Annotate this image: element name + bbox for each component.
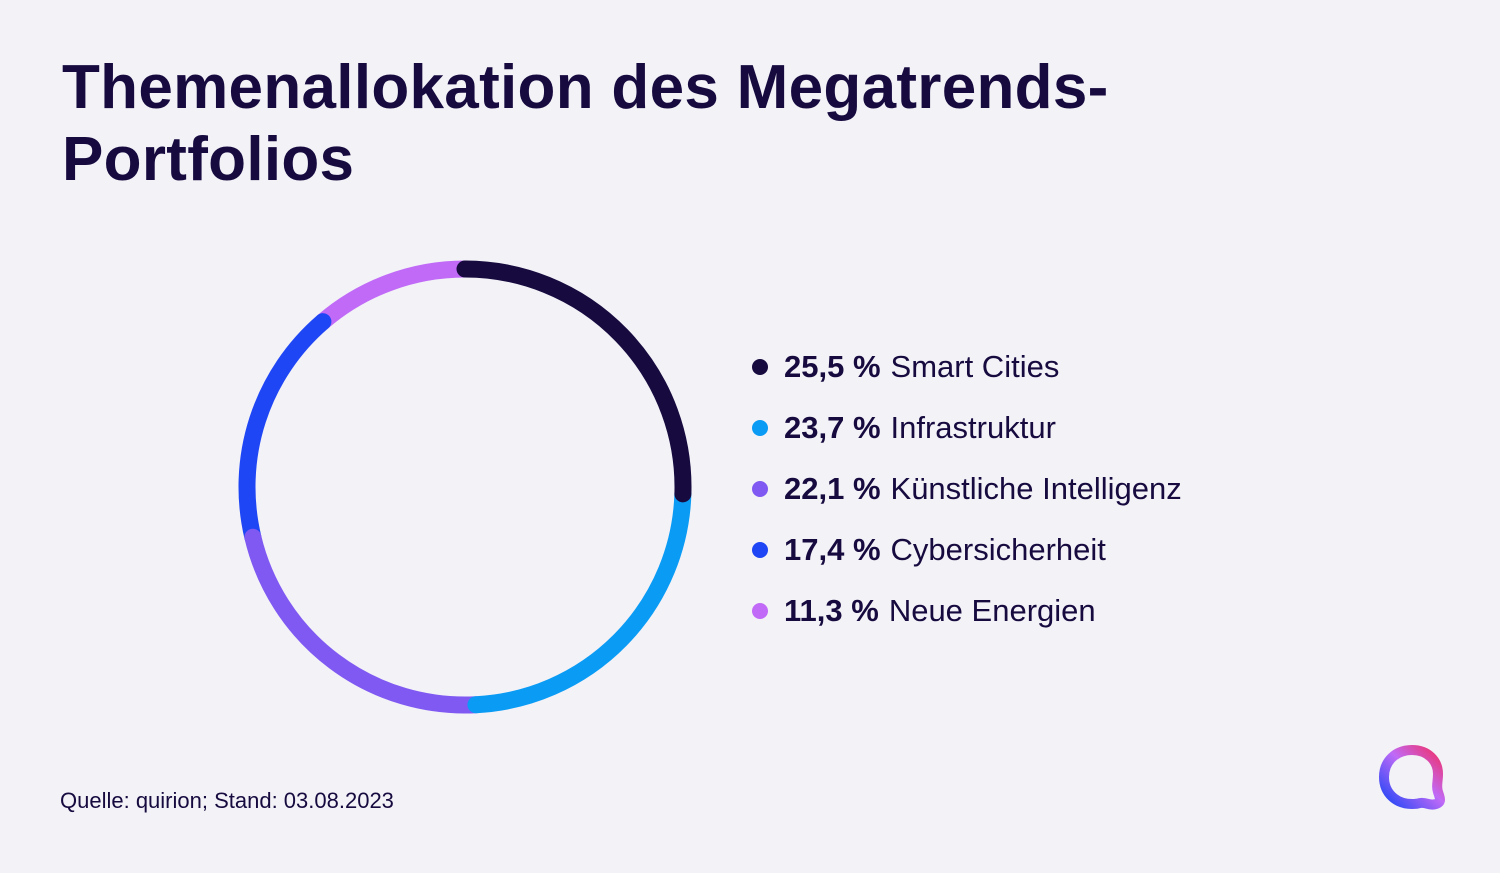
legend-label: Infrastruktur [890,409,1056,445]
legend-label: Neue Energien [888,592,1096,628]
donut-segment-infrastruktur [467,485,692,714]
legend-item-cybersicherheit: 17,4 % Cybersicherheit [752,519,1182,580]
legend-label: Cybersicherheit [890,531,1106,567]
legend-value: 17,4 % [784,531,881,567]
legend-item-smart-cities: 25,5 % Smart Cities [752,336,1182,397]
legend-dot-icon [752,480,768,497]
legend-label: Künstliche Intelligenz [890,470,1182,506]
legend-dot-icon [752,602,768,619]
chart-title-line-1: Themenallokation des Megatrends- [62,53,1109,122]
donut-segment-cybersicherheit [238,313,332,546]
donut-segment-neue-energien [314,260,474,331]
legend-value: 22,1 % [784,470,881,506]
legend-value: 11,3 % [784,592,879,628]
legend-item-k-nstliche-intelligenz: 22,1 % Künstliche Intelligenz [752,458,1182,519]
chart-title: Themenallokation des Megatrends- Portfol… [62,52,1262,196]
donut-segment-smart-cities [456,260,692,503]
quirion-logo-icon [1379,745,1445,810]
source-note: Quelle: quirion; Stand: 03.08.2023 [60,788,394,813]
legend-label: Smart Cities [890,348,1060,384]
legend-dot-icon [752,541,768,558]
chart-legend: 25,5 % Smart Cities 23,7 % Infrastruktur 22,… [752,336,1182,641]
legend-dot-icon [752,358,768,375]
legend-item-infrastruktur: 23,7 % Infrastruktur [752,397,1182,458]
chart-title-line-2: Portfolios [62,125,355,194]
donut-chart [238,260,692,714]
legend-value: 25,5 % [784,348,881,384]
legend-item-neue-energien: 11,3 % Neue Energien [752,580,1182,641]
legend-value: 23,7 % [784,409,881,445]
legend-dot-icon [752,419,768,436]
donut-segment-k-nstliche-intelligenz [244,528,485,714]
